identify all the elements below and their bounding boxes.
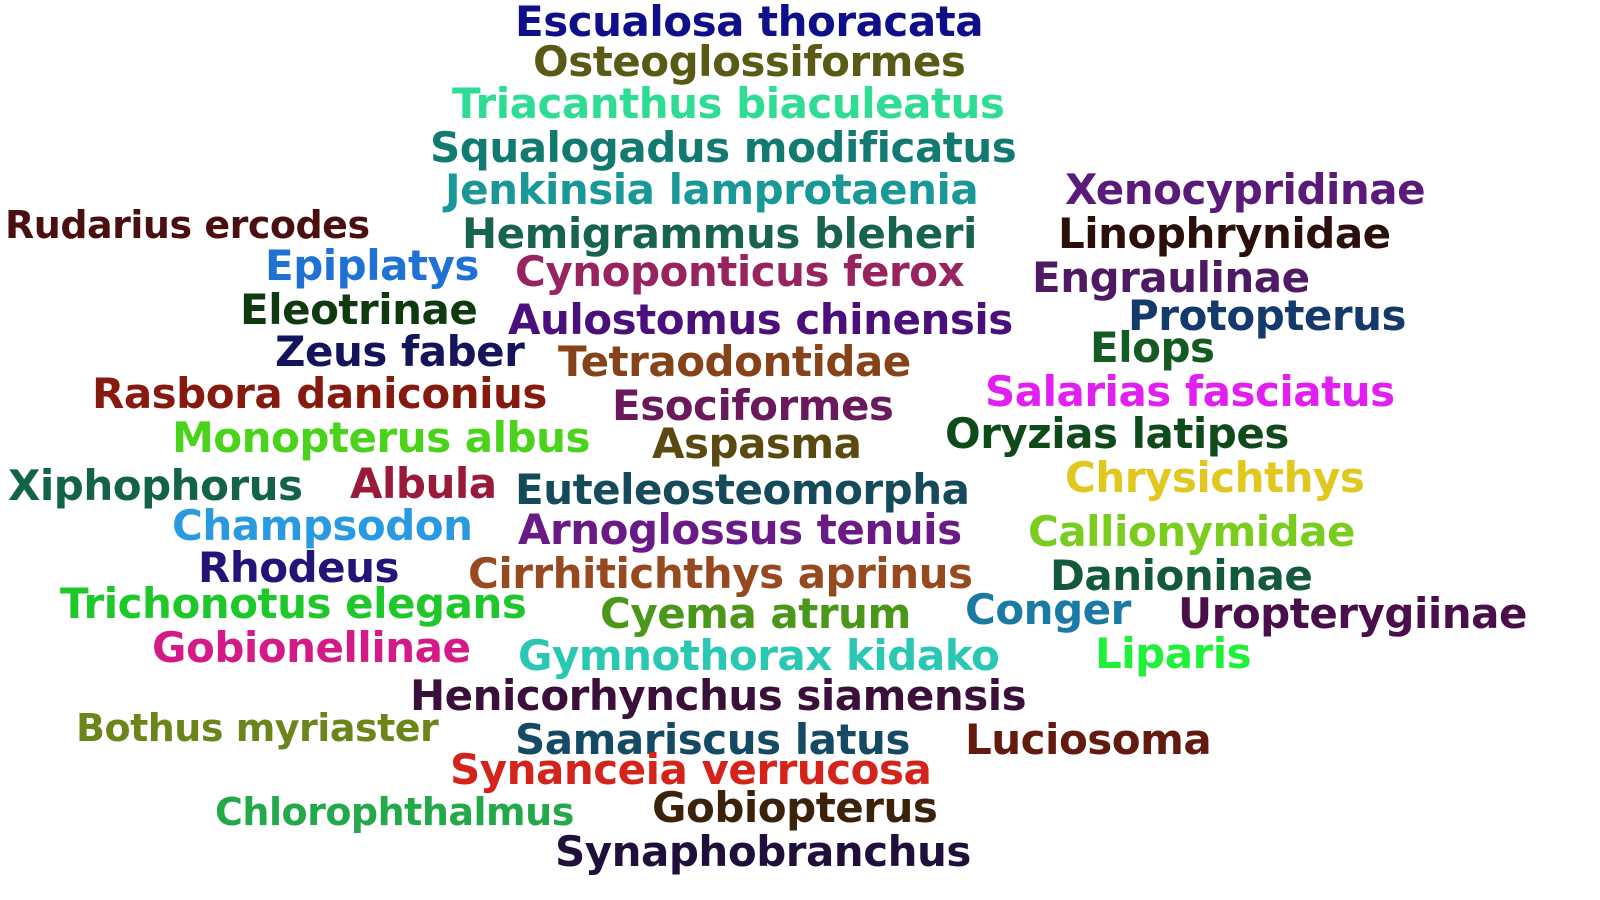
word-rhodeus: Rhodeus (198, 543, 400, 592)
word-luciosoma: Luciosoma (965, 715, 1212, 764)
word-synanceia-verrucosa: Synanceia verrucosa (450, 745, 932, 794)
word-aulostomus-chinensis: Aulostomus chinensis (508, 295, 1013, 344)
word-chlorophthalmus: Chlorophthalmus (215, 790, 574, 834)
word-xenocypridinae: Xenocypridinae (1065, 165, 1426, 214)
word-callionymidae: Callionymidae (1028, 507, 1356, 556)
word-liparis: Liparis (1095, 629, 1252, 678)
word-osteoglossiformes: Osteoglossiformes (533, 37, 966, 86)
word-salarias-fasciatus: Salarias fasciatus (985, 367, 1395, 416)
word-trichonotus-elegans: Trichonotus elegans (60, 579, 527, 628)
word-champsodon: Champsodon (172, 501, 473, 550)
word-cynoponticus-ferox: Cynoponticus ferox (515, 247, 965, 296)
word-esociformes: Esociformes (612, 381, 894, 430)
word-rudarius-ercodes: Rudarius ercodes (5, 203, 370, 247)
word-oryzias-latipes: Oryzias latipes (945, 409, 1289, 458)
word-gymnothorax-kidako: Gymnothorax kidako (518, 631, 1000, 680)
word-tetraodontidae: Tetraodontidae (558, 337, 911, 386)
word-epiplatys: Epiplatys (265, 241, 479, 290)
word-samariscus-latus: Samariscus latus (515, 715, 910, 764)
word-albula: Albula (350, 459, 497, 508)
word-synaphobranchus: Synaphobranchus (555, 827, 971, 876)
word-uropterygiinae: Uropterygiinae (1178, 589, 1527, 638)
word-hemigrammus-bleheri: Hemigrammus bleheri (462, 209, 977, 258)
word-monopterus-albus: Monopterus albus (172, 413, 590, 462)
word-triacanthus-biaculeatus: Triacanthus biaculeatus (452, 79, 1005, 128)
word-cyema-atrum: Cyema atrum (600, 589, 911, 638)
word-gobiopterus: Gobiopterus (652, 783, 938, 832)
word-bothus-myriaster: Bothus myriaster (76, 706, 439, 750)
word-linophrynidae: Linophrynidae (1058, 209, 1391, 258)
word-henicorhynchus-siamensis: Henicorhynchus siamensis (410, 671, 1027, 720)
word-conger: Conger (965, 585, 1131, 634)
word-euteleosteomorpha: Euteleosteomorpha (515, 465, 970, 514)
word-rasbora-daniconius: Rasbora daniconius (92, 369, 547, 418)
word-engraulinae: Engraulinae (1032, 253, 1310, 302)
word-xiphophorus: Xiphophorus (8, 461, 303, 510)
word-aspasma: Aspasma (652, 419, 862, 468)
word-jenkinsia-lamprotaenia: Jenkinsia lamprotaenia (445, 165, 979, 214)
word-escualosa-thoracata: Escualosa thoracata (515, 0, 984, 46)
word-chrysichthys: Chrysichthys (1065, 453, 1365, 502)
word-zeus-faber: Zeus faber (275, 327, 525, 376)
word-cirrhitichthys-aprinus: Cirrhitichthys aprinus (468, 549, 973, 598)
word-gobionellinae: Gobionellinae (152, 623, 471, 672)
word-danioninae: Danioninae (1050, 551, 1313, 600)
word-arnoglossus-tenuis: Arnoglossus tenuis (518, 505, 962, 554)
word-squalogadus-modificatus: Squalogadus modificatus (430, 123, 1017, 172)
word-elops: Elops (1090, 323, 1215, 372)
word-protopterus: Protopterus (1128, 291, 1407, 340)
word-eleotrinae: Eleotrinae (240, 285, 478, 334)
